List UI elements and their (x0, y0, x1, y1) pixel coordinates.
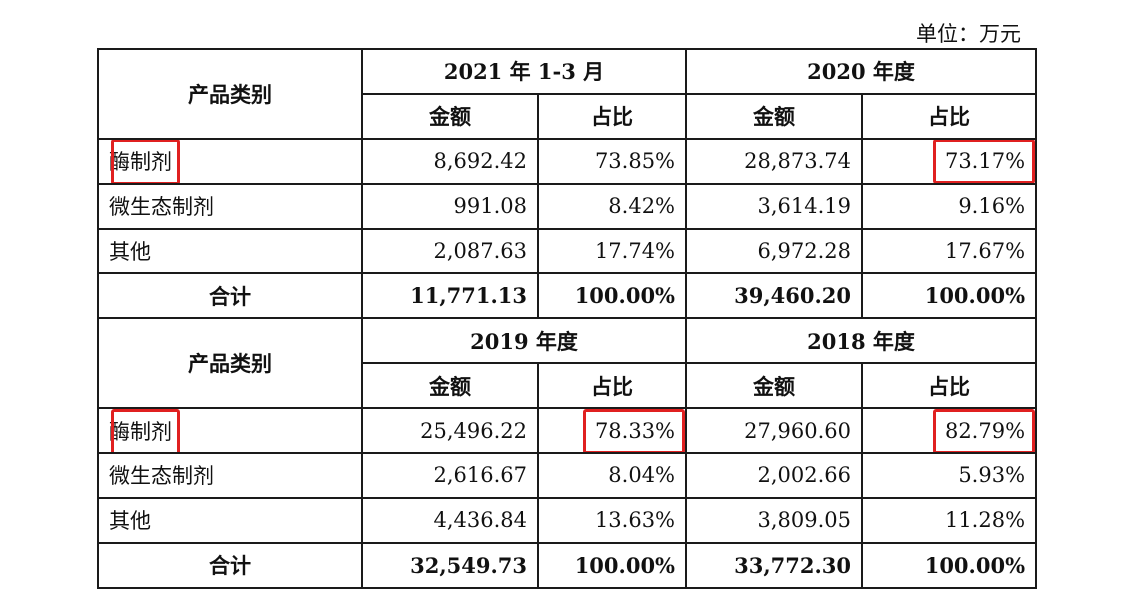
block2-period-header-row: 产品类别 2019 年度 2018 年度 (97, 317, 1038, 410)
ratio-header: 占比 (536, 92, 688, 140)
table-row: 酶制剂 25,496.22 78.33% 27,960.60 82.79% (97, 407, 1038, 455)
category-cell: 其他 (97, 227, 363, 275)
highlight-box: 73.17% (945, 149, 1025, 173)
ratio-cell: 78.33% (536, 407, 688, 455)
ratio-header: 占比 (861, 92, 1038, 140)
period-header: 2020 年度 (685, 48, 1038, 95)
category-cell: 微生态制剂 (97, 182, 363, 230)
ratio-text: 82.79% (944, 418, 1026, 443)
category-header: 产品类别 (97, 48, 363, 140)
ratio-cell: 100.00% (861, 272, 1038, 320)
table-row: 其他 4,436.84 13.63% 3,809.05 11.28% (97, 496, 1038, 544)
amount-cell: 3,809.05 (685, 496, 864, 544)
ratio-cell: 100.00% (861, 541, 1038, 589)
category-cell: 其他 (97, 496, 363, 544)
table-row: 微生态制剂 2,616.67 8.04% 2,002.66 5.93% (97, 452, 1038, 499)
amount-cell: 39,460.20 (685, 272, 864, 320)
product-revenue-table: 产品类别 2021 年 1-3 月 2020 年度 金额 占比 金额 占比 酶制… (97, 48, 1038, 589)
ratio-cell: 100.00% (536, 541, 688, 589)
total-label: 合计 (97, 541, 363, 589)
amount-cell: 32,549.73 (361, 541, 539, 589)
category-text: 酶制剂 (109, 150, 172, 175)
amount-cell: 11,771.13 (361, 272, 539, 320)
period-header: 2018 年度 (685, 317, 1038, 365)
amount-header: 金额 (361, 92, 539, 140)
ratio-cell: 82.79% (861, 407, 1038, 455)
ratio-cell: 5.93% (861, 452, 1038, 499)
block1-subheader-row: 金额 占比 金额 占比 (98, 92, 1038, 140)
ratio-cell: 100.00% (536, 272, 688, 320)
ratio-header: 占比 (536, 362, 688, 410)
category-text: 酶制剂 (109, 419, 172, 444)
block1-period-header-row: 产品类别 2021 年 1-3 月 2020 年度 (97, 48, 1038, 140)
table-row: 酶制剂 8,692.42 73.85% 28,873.74 73.17% (97, 137, 1038, 185)
ratio-cell: 9.16% (861, 182, 1038, 230)
category-cell: 酶制剂 (97, 137, 363, 185)
amount-header: 金额 (361, 362, 539, 410)
category-cell: 酶制剂 (97, 407, 363, 455)
ratio-text: 73.17% (944, 149, 1026, 174)
period-header: 2021 年 1-3 月 (360, 48, 688, 95)
ratio-cell: 8.04% (536, 452, 688, 499)
ratio-cell: 73.85% (536, 137, 688, 185)
total-row: 合计 32,549.73 100.00% 33,772.30 100.00% (97, 541, 1038, 589)
category-cell: 微生态制剂 (97, 452, 363, 499)
highlight-box: 78.33% (595, 419, 675, 443)
highlight-box: 酶制剂 (109, 420, 172, 444)
amount-cell: 991.08 (361, 182, 539, 230)
ratio-cell: 11.28% (861, 496, 1038, 544)
amount-cell: 8,692.42 (361, 137, 539, 185)
amount-header: 金额 (685, 92, 864, 140)
amount-cell: 28,873.74 (685, 137, 864, 185)
amount-cell: 25,496.22 (361, 407, 539, 455)
amount-cell: 2,616.67 (361, 452, 539, 499)
ratio-header: 占比 (861, 362, 1038, 410)
table-row: 其他 2,087.63 17.74% 6,972.28 17.67% (97, 227, 1038, 275)
amount-cell: 27,960.60 (685, 407, 864, 455)
amount-header: 金额 (685, 362, 864, 410)
amount-cell: 33,772.30 (685, 541, 864, 589)
ratio-cell: 8.42% (536, 182, 688, 230)
ratio-cell: 17.67% (861, 227, 1038, 275)
amount-cell: 3,614.19 (685, 182, 864, 230)
total-label: 合计 (97, 272, 363, 320)
unit-label: 单位：万元 (916, 22, 1021, 46)
amount-cell: 2,087.63 (361, 227, 539, 275)
amount-cell: 6,972.28 (685, 227, 864, 275)
ratio-cell: 17.74% (536, 227, 688, 275)
highlight-box: 82.79% (945, 419, 1025, 443)
ratio-cell: 73.17% (861, 137, 1038, 185)
amount-cell: 4,436.84 (361, 496, 539, 544)
total-row: 合计 11,771.13 100.00% 39,460.20 100.00% (97, 272, 1038, 320)
table-row: 微生态制剂 991.08 8.42% 3,614.19 9.16% (97, 182, 1038, 230)
period-header: 2019 年度 (360, 317, 688, 365)
ratio-cell: 13.63% (536, 496, 688, 544)
highlight-box: 酶制剂 (109, 150, 172, 174)
category-header: 产品类别 (97, 317, 363, 410)
block2-subheader-row: 金额 占比 金额 占比 (98, 362, 1038, 410)
ratio-text: 78.33% (594, 418, 676, 443)
amount-cell: 2,002.66 (685, 452, 864, 499)
